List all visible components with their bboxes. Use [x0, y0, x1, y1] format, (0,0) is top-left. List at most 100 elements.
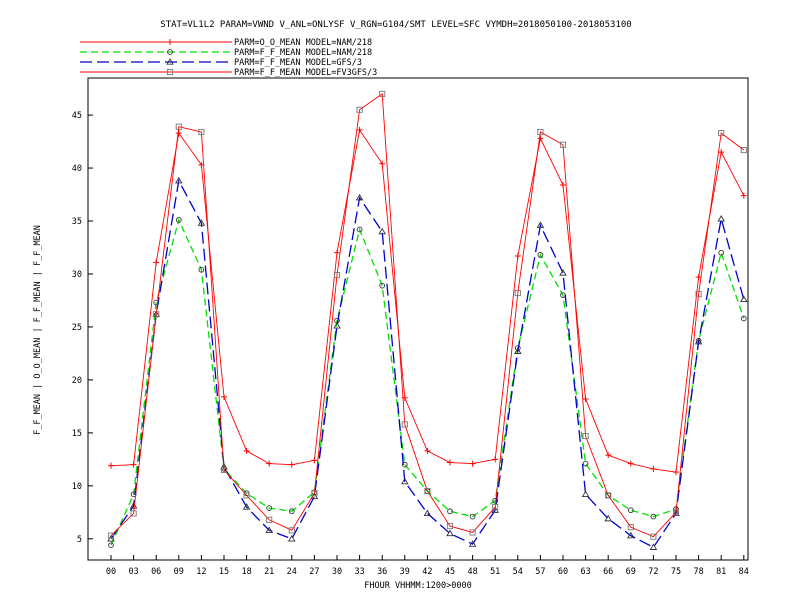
data-point [288, 527, 295, 534]
plot-area [87, 77, 749, 561]
x-tick-label: 75 [671, 567, 681, 577]
data-point [559, 141, 567, 148]
x-tick-label: 21 [264, 567, 274, 577]
legend-marker [167, 39, 173, 45]
data-point [447, 459, 453, 466]
data-point [469, 529, 476, 536]
data-point [649, 543, 658, 550]
data-point [153, 259, 160, 266]
x-tick-label: 51 [490, 567, 500, 577]
data-point [694, 337, 703, 345]
data-point [334, 249, 340, 256]
data-point [446, 529, 454, 537]
x-tick-label: 66 [603, 567, 613, 577]
data-point [582, 460, 589, 467]
data-point [401, 461, 408, 468]
x-tick-label: 18 [241, 567, 251, 577]
data-point [379, 160, 386, 167]
series-1 [108, 126, 747, 476]
data-point [560, 181, 566, 188]
data-point [311, 457, 318, 464]
x-tick-label: 63 [580, 567, 590, 577]
legend-marker [166, 58, 174, 65]
x-tick-label: 36 [377, 567, 387, 577]
data-point [650, 533, 657, 540]
data-point [650, 465, 657, 472]
data-point [581, 490, 590, 497]
x-tick-label: 60 [558, 567, 568, 577]
y-axis: 5 10 15 20 25 30 35 40 45 [72, 111, 93, 545]
legend-label: PARM=F_F_MEAN MODEL=FV3GFS/3 [234, 68, 377, 78]
legend-entry: PARM=F_F_MEAN MODEL=GFS/3 [80, 58, 362, 68]
data-point [514, 289, 521, 297]
y-tick-label: 40 [72, 164, 82, 174]
legend-entry: PARM=F_F_MEAN MODEL=NAM/218 [80, 48, 372, 58]
data-point [130, 461, 137, 468]
data-point [582, 395, 589, 402]
data-point [627, 460, 634, 467]
data-point [469, 513, 476, 520]
data-point [288, 534, 296, 542]
y-tick-label: 10 [72, 482, 82, 492]
data-point [378, 227, 386, 235]
y-tick-label: 45 [72, 111, 82, 121]
data-point [537, 128, 544, 136]
data-point [242, 503, 251, 510]
x-tick-label: 03 [128, 567, 138, 577]
data-point [266, 516, 273, 523]
data-point [672, 509, 680, 517]
x-tick-label: 09 [174, 567, 184, 577]
data-point [107, 532, 115, 539]
y-axis-label: F_F_MEAN | O_O_MEAN | F_F_MEAN | F_F_MEA… [33, 225, 43, 435]
data-point [514, 252, 521, 259]
data-point [379, 282, 386, 289]
data-point [153, 311, 160, 318]
data-point [424, 447, 431, 454]
legend: PARM=O_O_MEAN MODEL=NAM/218PARM=F_F_MEAN… [80, 38, 377, 78]
x-tick-label: 15 [219, 567, 229, 577]
x-tick-label: 69 [626, 567, 636, 577]
y-tick-label: 35 [72, 217, 82, 227]
data-point [175, 217, 182, 223]
data-point [672, 509, 680, 516]
y-tick-label: 15 [72, 429, 82, 439]
data-point [537, 135, 544, 142]
data-point [243, 492, 250, 499]
series-2 [108, 217, 747, 549]
x-tick-label: 39 [400, 567, 410, 577]
y-tick-label: 30 [72, 270, 82, 280]
data-point [605, 452, 612, 459]
data-point [175, 176, 183, 184]
data-point [356, 106, 363, 113]
x-tick-label: 84 [739, 567, 749, 577]
data-point [221, 393, 227, 400]
x-tick-label: 33 [354, 567, 364, 577]
legend-marker [166, 68, 174, 76]
x-tick-label: 30 [332, 567, 342, 577]
data-point [198, 266, 205, 273]
data-point [492, 456, 499, 463]
x-tick-label: 81 [716, 567, 726, 577]
x-tick-label: 06 [151, 567, 161, 577]
data-point [175, 130, 182, 137]
data-point [311, 490, 318, 497]
data-point [447, 508, 453, 515]
data-point [356, 226, 363, 233]
y-tick-label: 20 [72, 376, 82, 386]
data-point [650, 513, 657, 520]
data-point [605, 492, 612, 499]
data-point [108, 462, 114, 469]
data-point [356, 126, 363, 133]
data-point [740, 146, 747, 154]
data-point [288, 508, 295, 515]
data-point [130, 510, 137, 517]
data-point [379, 90, 386, 97]
x-tick-label: 48 [467, 567, 477, 577]
data-point [673, 469, 679, 476]
legend-entry: PARM=F_F_MEAN MODEL=FV3GFS/3 [80, 68, 377, 78]
data-point [423, 509, 432, 517]
data-point [401, 421, 408, 428]
data-point [333, 321, 341, 329]
x-tick-label: 54 [513, 567, 523, 577]
data-point [627, 531, 635, 539]
